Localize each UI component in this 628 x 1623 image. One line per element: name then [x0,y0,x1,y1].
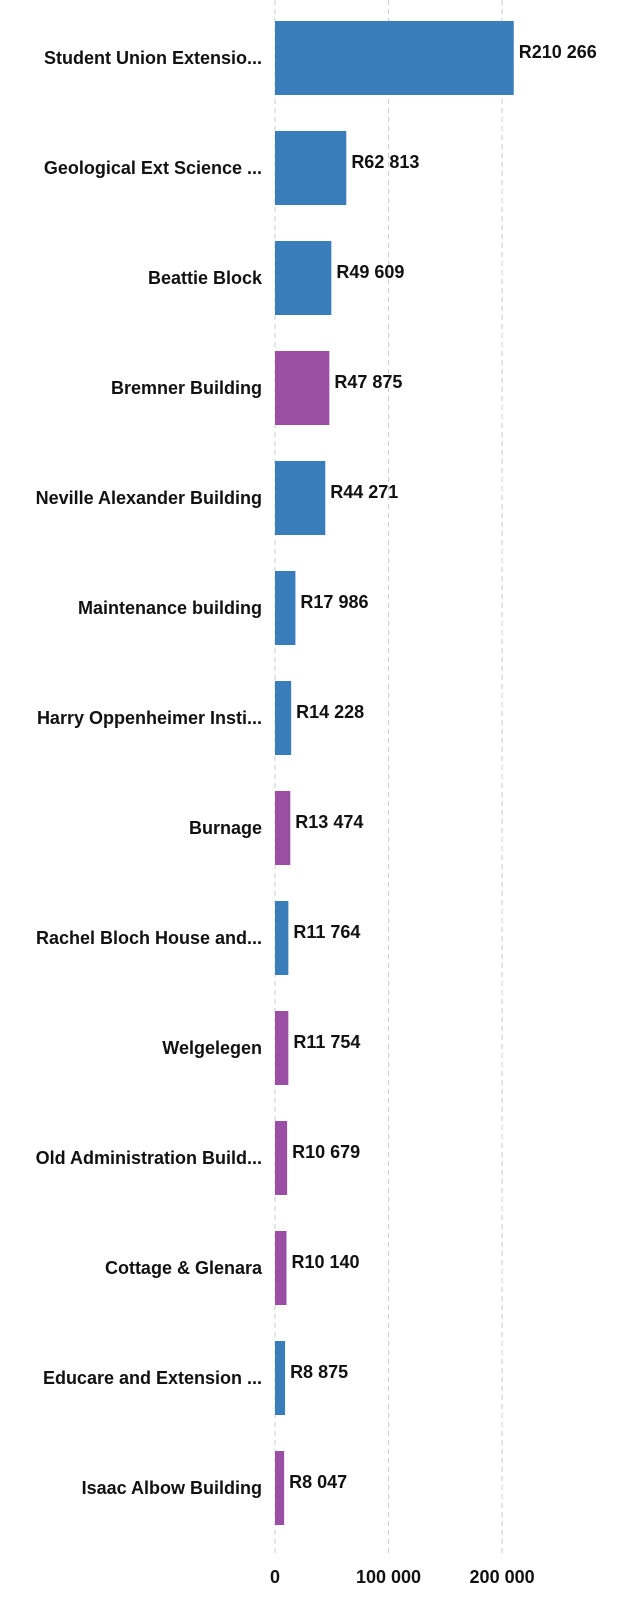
bar [275,901,289,975]
x-tick-label: 100 000 [356,1567,421,1587]
bar [275,351,330,425]
value-label: R49 609 [336,262,404,282]
value-label: R13 474 [295,812,363,832]
bar [275,461,326,535]
bar [275,1451,285,1525]
category-label: Isaac Albow Building [82,1478,262,1498]
category-label: Student Union Extensio... [44,48,262,68]
bar [275,571,296,645]
value-label: R44 271 [330,482,398,502]
value-label: R8 047 [289,1472,347,1492]
category-label: Beattie Block [148,268,263,288]
bar [275,1341,286,1415]
value-label: R17 986 [300,592,368,612]
value-label: R11 754 [293,1032,360,1052]
category-label: Cottage & Glenara [105,1258,263,1278]
value-label: R11 764 [293,922,360,942]
value-label: R10 679 [292,1142,360,1162]
bar [275,791,291,865]
bar [275,681,292,755]
value-label: R14 228 [296,702,364,722]
value-label: R210 266 [519,42,597,62]
bar [275,1231,287,1305]
category-label: Maintenance building [78,598,262,618]
category-label: Bremner Building [111,378,262,398]
bar [275,21,514,95]
value-label: R47 875 [334,372,402,392]
x-tick-label: 0 [270,1567,280,1587]
category-label: Old Administration Build... [36,1148,262,1168]
category-label: Neville Alexander Building [36,488,262,508]
bar [275,131,347,205]
category-label: Educare and Extension ... [43,1368,262,1388]
x-tick-label: 200 000 [470,1567,535,1587]
category-label: Rachel Bloch House and... [36,928,262,948]
bar [275,1121,288,1195]
value-label: R10 140 [292,1252,360,1272]
category-label: Burnage [189,818,262,838]
bar [275,241,332,315]
bar [275,1011,289,1085]
category-label: Geological Ext Science ... [44,158,262,178]
category-label: Welgelegen [162,1038,262,1058]
value-label: R8 875 [290,1362,348,1382]
category-label: Harry Oppenheimer Insti... [37,708,262,728]
value-label: R62 813 [351,152,419,172]
